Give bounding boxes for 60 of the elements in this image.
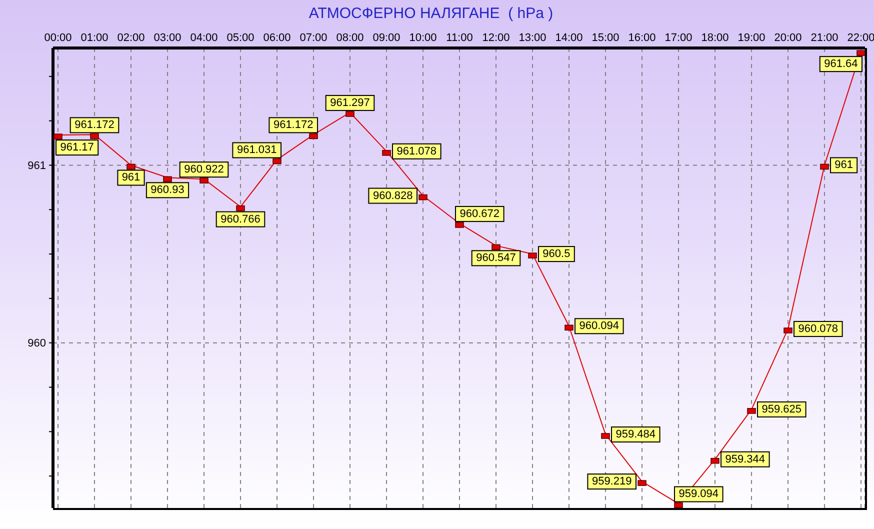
chart-title: АТМОСФЕРНО НАЛЯГАНЕ ( hPa ) — [308, 5, 554, 22]
point — [163, 176, 172, 182]
x-tick-label: 17:00 — [664, 32, 692, 44]
data-label: 959.219 — [592, 476, 632, 488]
x-tick-label: 14:00 — [555, 32, 583, 44]
x-tick-label: 12:00 — [482, 32, 510, 44]
data-label: 960.672 — [460, 208, 500, 220]
data-label: 959.484 — [616, 428, 656, 440]
x-tick-label: 16:00 — [628, 32, 656, 44]
data-label: 961.17 — [60, 142, 94, 154]
x-tick-label: 21:00 — [810, 32, 838, 44]
x-tick-label: 00:00 — [44, 32, 72, 44]
point — [418, 194, 428, 200]
x-tick-label: 10:00 — [409, 32, 437, 44]
data-label: 961 — [122, 172, 140, 184]
data-label: 961 — [834, 159, 853, 172]
point — [236, 205, 245, 212]
data-label: 961.297 — [330, 96, 370, 109]
data-label: 961.172 — [74, 119, 114, 132]
data-label: 960.078 — [798, 322, 838, 335]
x-tick-label: 06:00 — [263, 32, 291, 44]
data-label: 960.094 — [579, 320, 620, 332]
x-tick-label: 09:00 — [372, 32, 400, 44]
data-label: 960.828 — [372, 190, 413, 202]
data-label: 960.922 — [184, 164, 224, 176]
data-label: 961.078 — [396, 145, 437, 158]
x-tick-label: 08:00 — [336, 32, 364, 44]
data-label: 960.93 — [150, 184, 184, 196]
point — [564, 324, 574, 331]
data-label: 961.64 — [824, 58, 858, 70]
data-label: 961.172 — [273, 119, 314, 132]
data-label: 959.344 — [725, 453, 766, 466]
point — [126, 164, 136, 170]
data-label: 961.031 — [236, 144, 277, 156]
x-tick-label: 11:00 — [446, 32, 473, 44]
x-tick-label: 18:00 — [701, 32, 729, 44]
data-label: 960.547 — [476, 252, 516, 264]
data-label: 960.766 — [220, 213, 260, 226]
x-tick-label: 22:00 — [847, 32, 874, 44]
x-tick-label: 05:00 — [226, 32, 254, 44]
point — [272, 158, 282, 164]
data-label: 959.625 — [762, 403, 802, 416]
data-label: 960.5 — [542, 248, 570, 260]
point — [492, 244, 500, 250]
point — [710, 458, 720, 464]
point — [820, 164, 829, 170]
x-tick-label: 02:00 — [117, 32, 145, 44]
point — [90, 133, 99, 140]
point — [309, 133, 318, 140]
x-tick-label: 13:00 — [518, 32, 546, 44]
point — [382, 150, 391, 156]
y-tick-label: 960 — [28, 338, 46, 350]
x-tick-label: 01:00 — [80, 32, 108, 44]
x-tick-label: 15:00 — [592, 32, 620, 44]
x-tick-label: 03:00 — [154, 32, 182, 44]
x-tick-label: 07:00 — [300, 32, 328, 44]
x-tick-label: 20:00 — [774, 32, 802, 44]
x-tick-label: 19:00 — [738, 32, 766, 44]
x-tick-label: 04:00 — [190, 32, 218, 44]
data-label: 959.094 — [678, 488, 719, 500]
